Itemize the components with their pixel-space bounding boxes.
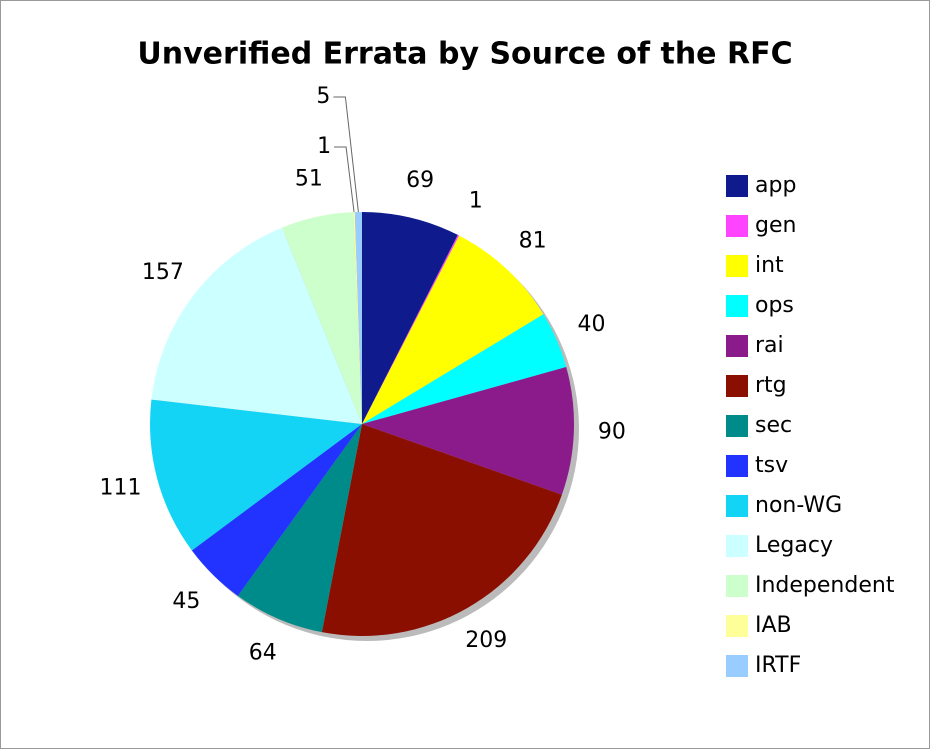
data-label: 81 [519,228,547,253]
leader-line [333,96,359,213]
pie-slice [362,314,567,424]
pie-slice [237,424,362,633]
legend-swatch [726,295,748,317]
legend-label: sec [755,413,792,438]
legend-label: gen [755,213,796,238]
pie-slice [321,424,562,636]
data-label: 69 [406,168,434,193]
chart-title: Unverified Errata by Source of the RFC [137,37,792,72]
legend-swatch [726,335,748,357]
data-label: 51 [295,167,323,192]
data-label: 209 [465,628,507,653]
data-label: 90 [598,419,626,444]
legend-label: tsv [755,453,788,478]
legend-swatch [726,575,748,597]
legend-swatch [726,215,748,237]
legend-label: Legacy [755,533,833,558]
pie-slice [362,234,460,424]
legend-swatch [726,415,748,437]
pie-slice [354,212,362,424]
legend-swatch [726,615,748,637]
leader-line [334,146,355,213]
data-label: 5 [316,84,330,109]
legend-label: int [755,253,784,278]
pie-slice [353,212,362,424]
legend-label: non-WG [755,493,842,518]
data-label: 157 [142,260,184,285]
pie-slice [362,235,544,424]
pie-slice [362,212,458,424]
legend-swatch [726,375,748,397]
pie-slice [281,212,362,424]
legend-swatch [726,255,748,277]
legend-label: IAB [755,613,792,638]
legend-label: app [755,173,796,198]
legend-label: IRTF [755,653,801,678]
legend-swatch [726,655,748,677]
pie-slice [151,227,362,424]
legend-swatch [726,455,748,477]
data-label: 111 [100,476,142,501]
data-label: 45 [172,589,200,614]
legend-swatch [726,535,748,557]
legend-swatch [726,495,748,517]
pie-slice [191,424,362,596]
data-label: 1 [317,134,331,159]
legend-label: Independent [755,573,895,598]
data-label: 1 [469,188,483,213]
pie-slice [362,367,574,495]
legend-swatch [726,175,748,197]
legend-label: rtg [755,373,787,398]
data-label: 64 [249,640,277,665]
pie-slice [149,399,362,551]
legend-label: ops [755,293,794,318]
legend-label: rai [755,333,784,358]
data-label: 40 [577,312,605,337]
